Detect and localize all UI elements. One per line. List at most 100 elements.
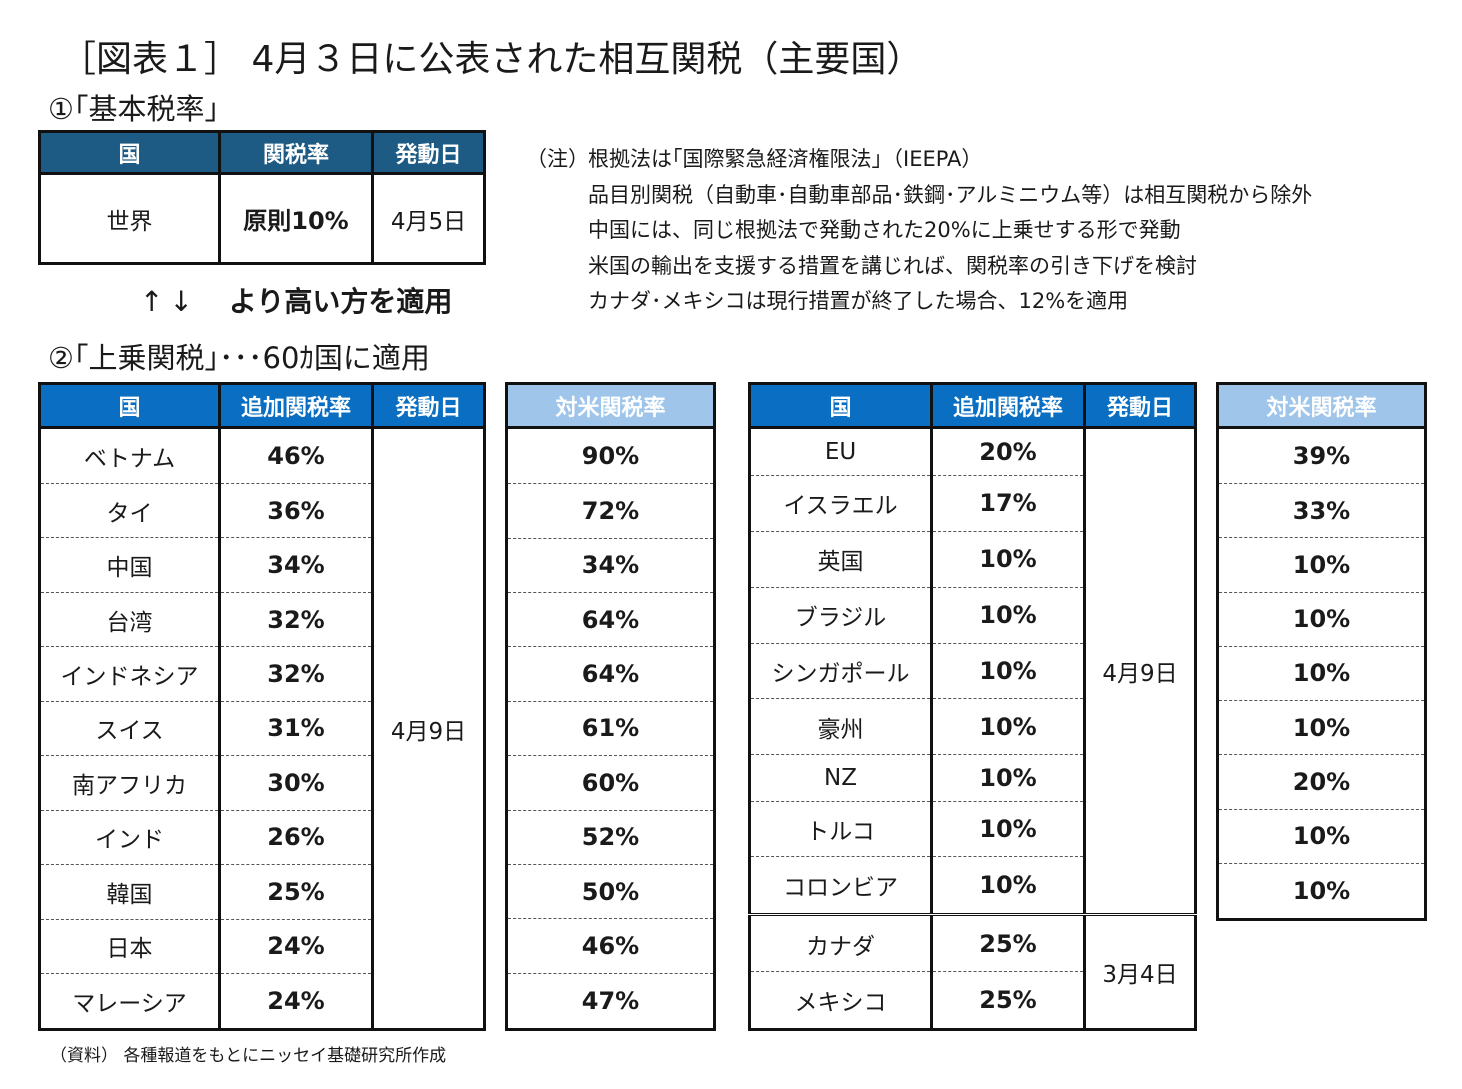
col-header-us-tariff: 対米関税率 [1217,383,1426,428]
table-row: 10% [1217,809,1426,864]
note-line: 根拠法は｢国際緊急経済権限法｣（IEEPA） [588,147,983,171]
table-row: 90% [506,427,715,485]
country-cell: 中国 [39,537,221,593]
additional-rate-cell: 31% [219,701,374,757]
country-cell: 台湾 [39,592,221,648]
right-surcharge-table: 国 追加関税率 発動日 EU 20% 4月9日 イスラエル 17% 英国 10% ブラジル 10… [748,382,1197,1031]
table-row: 中国 34% [39,537,485,593]
basic-rate-cell: 原則10% [219,173,374,264]
note-line: 中国には、同じ根拠法で発動された20%に上乗せする形で発動 [588,218,1181,242]
us-tariff-cell: 10% [1292,876,1351,905]
additional-rate-cell: 10% [931,587,1086,644]
country-cell: EU [749,427,933,476]
us-tariff-cell: 10% [1217,646,1426,702]
col-header-date: 発動日 [1083,383,1196,428]
us-tariff-cell: 10% [1217,592,1426,647]
higher-rule-text: より高い方を適用 [228,285,453,318]
country-cell: トルコ [749,801,933,858]
additional-rate-cell: 24% [219,973,374,1030]
us-tariff-cell: 33% [1217,483,1426,539]
country-cell: メキシコ [749,971,933,1030]
country-cell: マレーシア [39,973,221,1030]
table-row: ベトナム 46% 4月9日 [39,427,485,1030]
table-row: 52% [506,810,715,865]
col-header-country: 国 [749,383,932,428]
additional-rate-cell: 10% [931,801,1086,858]
country-cell: NZ [749,754,933,802]
basic-date-cell: 4月5日 [390,208,467,235]
table-row: コロンビア 10% [749,856,1196,915]
table-row: 韓国 25% [39,864,485,920]
right-us-tariff-table: 対米関税率 39% 33% 10% 10% 10% 10% 20% 10% 10% [1216,382,1427,921]
col-header-additional-rate: 追加関税率 [218,383,373,428]
additional-rate-cell: 10% [931,698,1086,756]
us-tariff-cell: 39% [1217,427,1426,485]
table-row: 10% [1217,537,1426,593]
us-tariff-cell: 47% [581,986,640,1015]
us-tariff-cell: 34% [506,538,715,594]
additional-rate-cell: 26% [219,810,374,866]
table-row: シンガポール 10% [749,643,1196,700]
table-row: ブラジル 10% [749,587,1196,644]
country-cell: インドネシア [39,646,221,702]
table-row: 46% [506,918,715,974]
table-row: インド 26% [39,810,485,866]
additional-rate-cell: 10% [931,754,1086,802]
us-tariff-cell: 10% [1217,537,1426,593]
col-header-country: 国 [39,131,220,174]
country-cell: コロンビア [749,856,933,915]
higher-rule-line: ↑↓ より高い方を適用 [140,280,452,320]
us-tariff-cell: 50% [506,864,715,920]
country-cell: 日本 [39,919,221,974]
us-tariff-cell: 64% [506,592,715,648]
table-row: イスラエル 17% [749,475,1196,532]
table-row: 50% [506,864,715,920]
country-cell: タイ [39,483,221,539]
table-row: カナダ 25% 3月4日 [749,912,1196,1030]
additional-rate-cell: 32% [219,592,374,648]
additional-rate-cell: 10% [931,856,1086,915]
basic-country-cell: 世界 [39,173,221,264]
table-row: 10% [1217,700,1426,756]
additional-rate-cell: 46% [219,427,374,484]
note-line: 米国の輸出を支援する措置を講じれば、関税率の引き下げを検討 [588,253,1197,278]
table-row: 豪州 10% [749,698,1196,756]
notes-block: （注） 根拠法は｢国際緊急経済権限法｣（IEEPA） 品目別関税（自動車･自動車部… [526,142,1312,320]
table-row: NZ 10% [749,754,1196,802]
additional-rate-cell: 25% [219,864,374,920]
col-header-rate: 関税率 [218,131,373,174]
source-note: （資料） 各種報道をもとにニッセイ基礎研究所作成 [50,1046,447,1066]
additional-rate-cell: 17% [931,475,1086,532]
us-tariff-cell: 46% [506,918,715,974]
up-down-arrows-icon: ↑↓ [140,285,199,318]
table-row: 39% [1217,427,1426,485]
additional-rate-cell: 32% [219,646,374,702]
page-title: ［図表１］ 4月３日に公表された相互関税（主要国） [60,39,923,80]
col-header-additional-rate: 追加関税率 [930,383,1085,428]
table-row: 10% [1217,592,1426,647]
table-row: トルコ 10% [749,801,1196,858]
note-line: カナダ･メキシコは現行措置が終了した場合、12%を適用 [588,289,1129,313]
col-header-us-tariff: 対米関税率 [506,383,715,428]
table-row: 日本 24% [39,919,485,974]
table-row: 47% [507,973,715,1029]
table-row: マレーシア 24% [39,973,485,1030]
additional-rate-cell: 10% [931,531,1086,588]
country-cell: スイス [39,701,221,757]
country-cell: 英国 [749,531,933,588]
additional-rate-cell: 34% [219,537,374,593]
table-row: 英国 10% [749,531,1196,588]
us-tariff-cell: 52% [506,810,715,865]
us-tariff-cell: 72% [506,483,715,539]
table-row: 64% [506,646,715,702]
us-tariff-cell: 10% [1217,809,1426,864]
table-row: 61% [506,701,715,757]
additional-rate-cell: 24% [219,919,374,974]
effective-date-cell: 3月4日 [1083,912,1196,1030]
section-basic-rate-heading: ①｢基本税率｣ [48,92,219,126]
additional-rate-cell: 25% [931,971,1086,1030]
left-surcharge-table: 国 追加関税率 発動日 ベトナム 46% 4月9日 タイ 36% 中国 34% 台湾 32% イン… [38,382,486,1031]
us-tariff-cell: 64% [506,646,715,702]
country-cell: 豪州 [749,698,933,756]
us-tariff-cell: 61% [506,701,715,757]
